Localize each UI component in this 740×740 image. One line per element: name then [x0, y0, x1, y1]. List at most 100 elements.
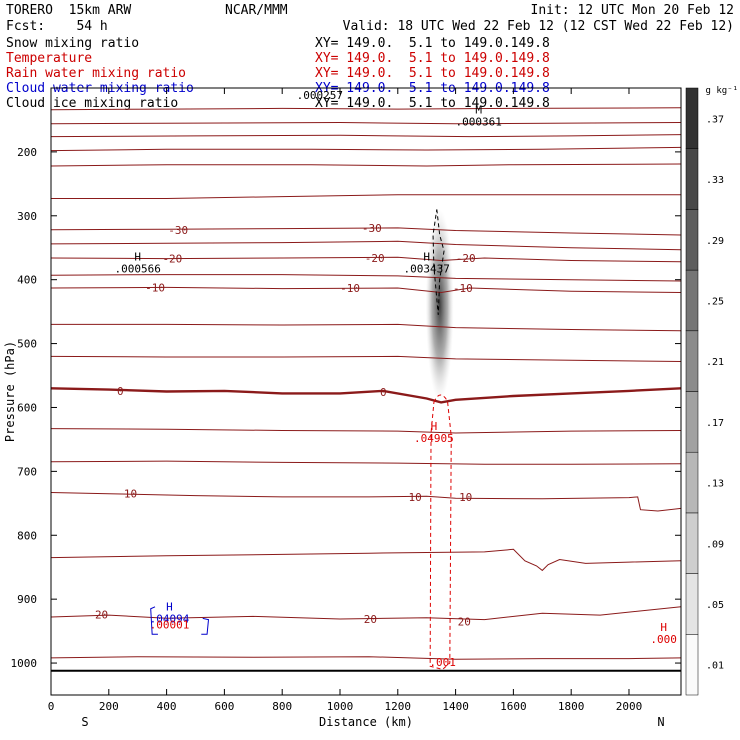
isotherm-line	[51, 163, 681, 167]
x-tick-label: 800	[272, 700, 292, 713]
isotherm-label: 10	[409, 491, 422, 504]
isotherm-label: 20	[364, 613, 377, 626]
x-tick-label: 1400	[442, 700, 469, 713]
isotherm-line	[51, 606, 681, 621]
isotherm-line	[51, 227, 681, 236]
isotherm-line	[51, 107, 681, 111]
isotherm-label: -20	[162, 253, 182, 266]
isotherm-label: 20	[95, 608, 108, 621]
x-tick-label: 2000	[616, 700, 643, 713]
x-tick-label: 600	[214, 700, 234, 713]
valid-time: Valid: 18 UTC Wed 22 Feb 12 (12 CST Wed …	[342, 19, 734, 34]
field-name: Cloud ice mixing ratio	[6, 96, 179, 111]
y-tick-label: 700	[17, 465, 37, 478]
cloud-water-contour	[150, 606, 210, 635]
isotherm-line	[51, 323, 681, 332]
max-value: .04094	[150, 613, 190, 626]
max-symbol: H	[166, 601, 173, 614]
init-time: Init: 12 UTC Mon 20 Feb 12	[530, 3, 735, 18]
colorbar-tick-label: .09	[706, 539, 724, 550]
max-symbol: M	[475, 104, 482, 117]
north-label: N	[657, 715, 664, 729]
max-symbol: H	[134, 251, 141, 264]
isotherm-label: -10	[340, 282, 360, 295]
colorbar-tick-label: .01	[706, 661, 724, 672]
field-name: Temperature	[6, 51, 93, 66]
y-tick-label: 600	[17, 401, 37, 414]
colorbar-tick-label: .33	[706, 175, 724, 186]
y-tick-label: 1000	[11, 657, 38, 670]
colorbar-segment	[685, 451, 699, 514]
y-tick-label: 300	[17, 210, 37, 223]
rain-contour	[429, 394, 452, 670]
max-value: .00001	[150, 619, 190, 632]
colorbar-segment	[685, 512, 699, 574]
x-tick-label: 1600	[500, 700, 527, 713]
colorbar-tick-label: .05	[706, 600, 724, 611]
colorbar: .01 .05 .09 .13 .17 .21 .25 .29 .33 .37 g kg⁻¹	[685, 86, 738, 696]
colorbar-unit: g kg⁻¹	[705, 86, 738, 96]
isotherm-label: 10	[124, 488, 137, 501]
field-name: Rain water mixing ratio	[6, 66, 187, 81]
colorbar-tick-label: .37	[706, 114, 724, 125]
max-value: .001	[429, 656, 456, 669]
field-xy: XY= 149.0. 5.1 to 149.0.149.8	[315, 96, 550, 111]
isotherm-line	[51, 274, 681, 282]
isotherm-label: -10	[145, 281, 165, 294]
max-value: .000361	[456, 116, 502, 129]
colorbar-segment	[685, 148, 699, 210]
field-xy: XY= 149.0. 5.1 to 149.0.149.8	[315, 51, 550, 66]
field-name: Snow mixing ratio	[6, 36, 140, 51]
isotherm-line	[51, 548, 681, 572]
max-symbol: H	[423, 251, 430, 264]
colorbar-segment	[685, 87, 699, 149]
isotherm-line	[51, 492, 681, 512]
isotherm-line	[51, 656, 681, 660]
isotherm-line	[51, 460, 681, 465]
isotherm-line	[51, 286, 681, 294]
x-tick-label: 200	[99, 700, 119, 713]
colorbar-tick-label: .29	[706, 236, 724, 247]
isotherm-label: 0	[117, 385, 124, 398]
max-value: .000	[650, 633, 677, 646]
isotherm-line	[51, 387, 681, 404]
y-tick-label: 400	[17, 274, 37, 287]
colorbar-segment	[685, 573, 699, 635]
isotherm-label: -10	[453, 282, 473, 295]
south-label: S	[81, 715, 88, 729]
isotherm-label: 10	[459, 491, 472, 504]
y-tick-label: 900	[17, 593, 37, 606]
isotherm-label: -30	[168, 224, 188, 237]
isotherm-line	[51, 355, 681, 362]
colorbar-tick-label: .25	[706, 296, 724, 307]
y-axis-label: Pressure (hPa)	[3, 341, 17, 442]
max-value: .003437	[404, 263, 450, 276]
snow-shading	[425, 209, 454, 402]
y-tick-label: 200	[17, 146, 37, 159]
isotherm-line	[51, 240, 681, 251]
isotherm-label: 20	[458, 616, 471, 629]
x-tick-label: 1200	[385, 700, 412, 713]
isotherm-line	[51, 428, 681, 434]
isotherm-label: -20	[456, 252, 476, 265]
isotherm-line	[51, 194, 681, 199]
colorbar-segment	[685, 330, 699, 392]
ice-contour	[432, 209, 445, 315]
colorbar-segment	[685, 634, 699, 696]
y-tick-label: 800	[17, 529, 37, 542]
max-value: .000257	[297, 89, 343, 102]
isotherm-line	[51, 146, 681, 152]
isotherm-label: -20	[365, 252, 385, 265]
isotherm-label: 0	[380, 386, 387, 399]
field-xy: XY= 149.0. 5.1 to 149.0.149.8	[315, 36, 550, 51]
x-tick-label: 0	[48, 700, 55, 713]
colorbar-tick-label: .21	[706, 357, 724, 368]
forecast-hour: Fcst: 54 h	[6, 19, 108, 34]
max-value: .04905	[414, 432, 454, 445]
colorbar-segment	[685, 269, 699, 332]
x-axis-label: Distance (km)	[319, 715, 413, 729]
plot-frame	[50, 87, 682, 696]
field-xy: XY= 149.0. 5.1 to 149.0.149.8	[315, 66, 550, 81]
isotherm-label: -30	[362, 222, 382, 235]
